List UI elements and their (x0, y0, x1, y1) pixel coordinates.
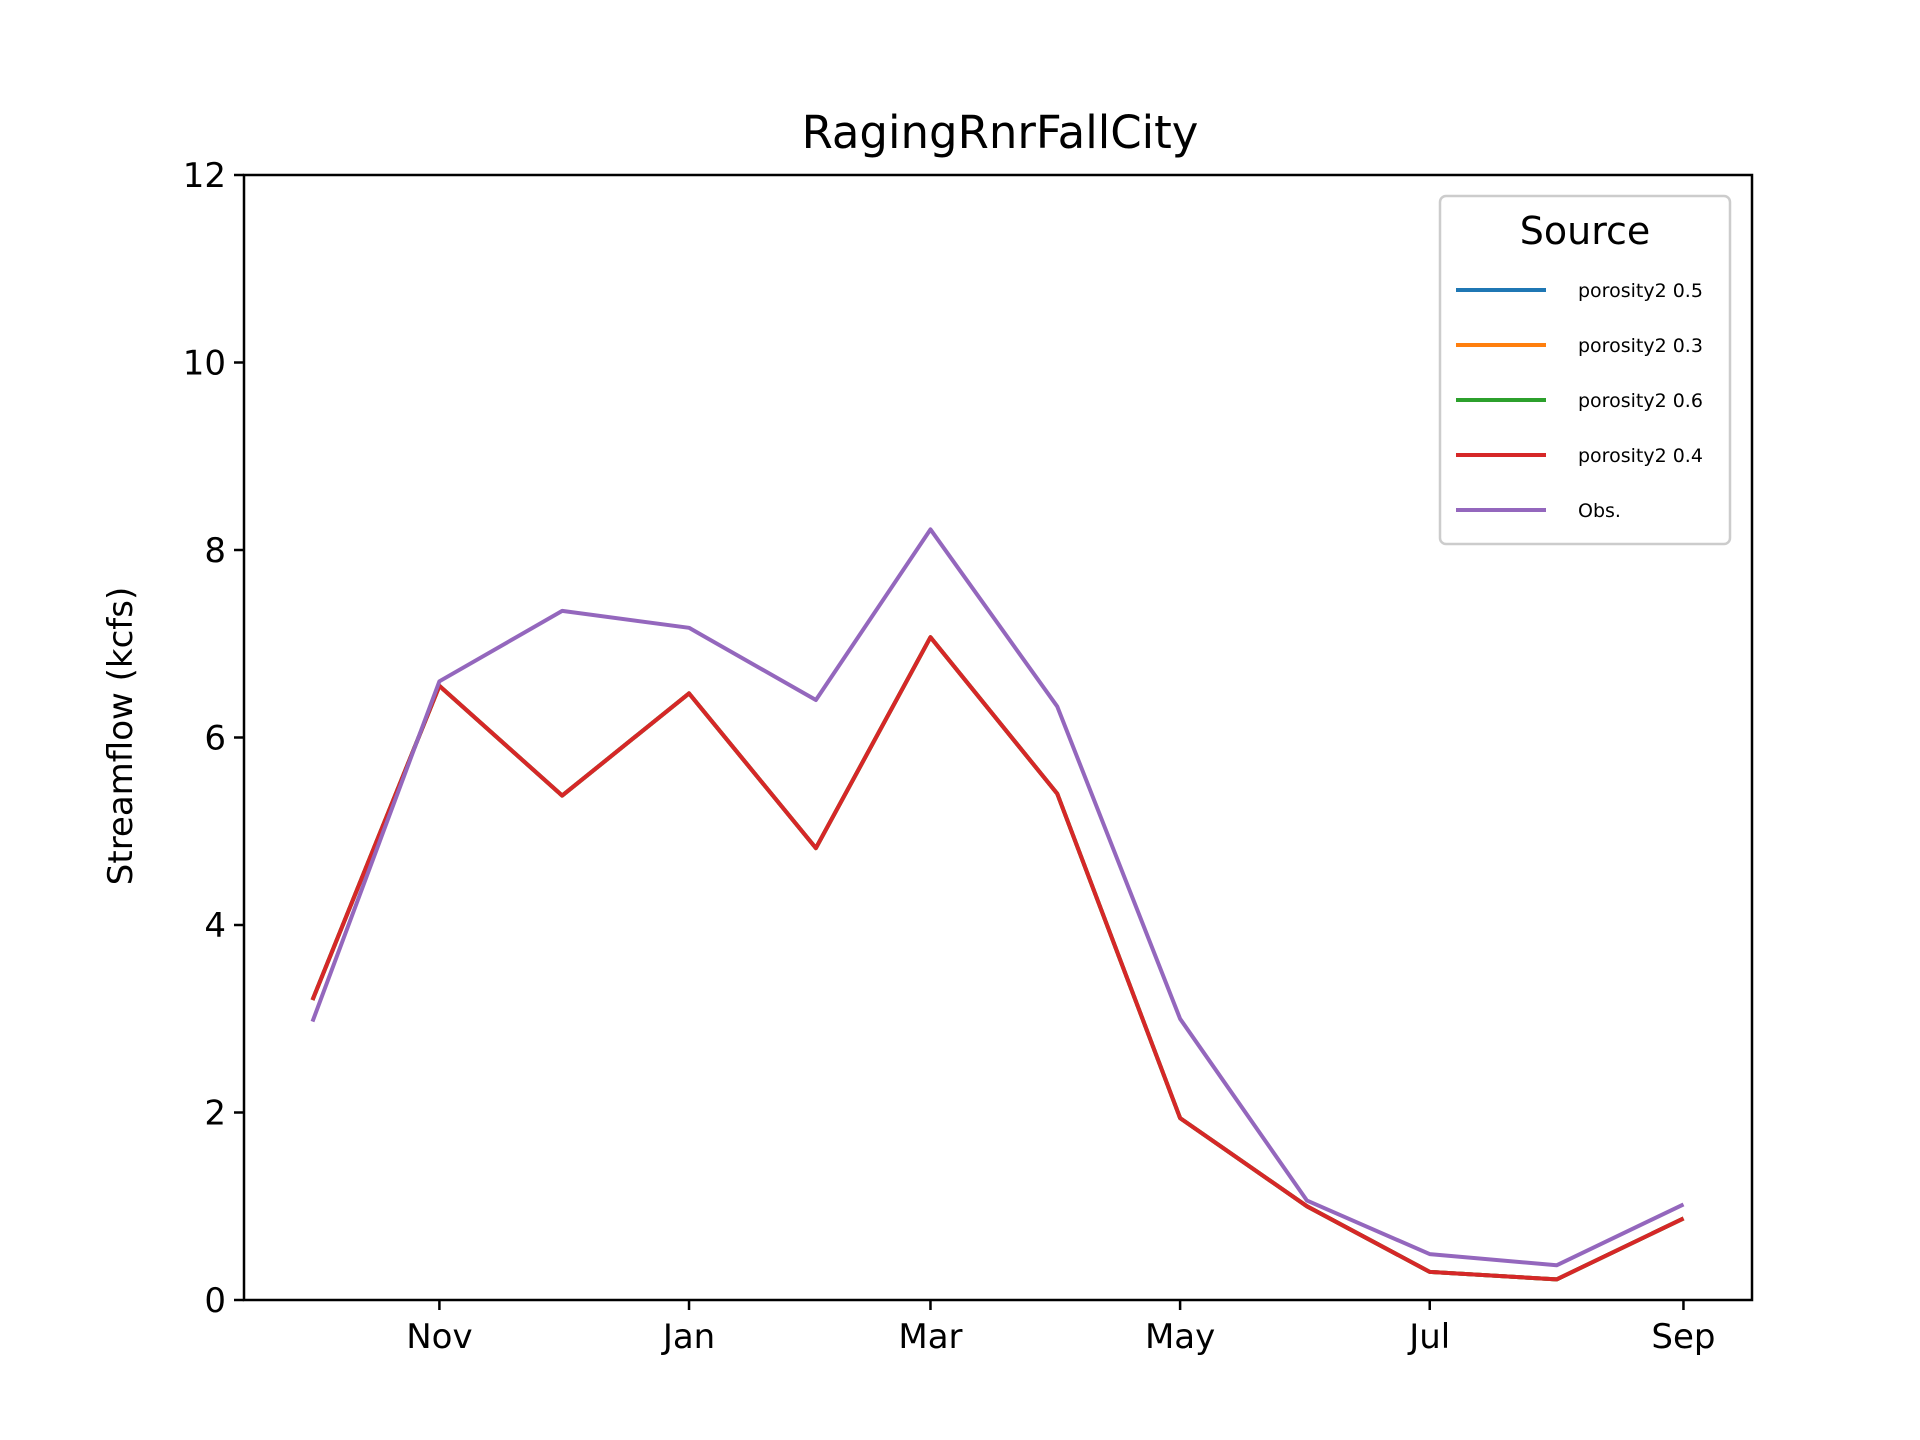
x-tick-label: Jul (1407, 1317, 1450, 1357)
y-tick-label: 6 (204, 719, 226, 759)
y-tick-label: 2 (204, 1094, 226, 1134)
series-line-porosity2-0-4 (310, 635, 1685, 1282)
series-line-obs (310, 527, 1685, 1268)
y-tick-label: 12 (183, 156, 226, 196)
y-axis: 0 2 4 6 8 10 12 (183, 156, 244, 1321)
y-tick-label: 8 (204, 531, 226, 571)
x-tick-label: Mar (898, 1317, 962, 1357)
x-tick-label: May (1145, 1317, 1215, 1357)
x-axis: Nov Jan Mar May Jul Sep (406, 1300, 1716, 1357)
legend-label: porosity2 0.4 (1578, 445, 1703, 467)
series-lines (310, 527, 1685, 1282)
y-tick-label: 10 (183, 344, 226, 384)
y-axis-label: Streamflow (kcfs) (101, 587, 141, 885)
legend-label: porosity2 0.5 (1578, 280, 1703, 302)
x-tick-label: Nov (406, 1317, 472, 1357)
legend-items: porosity2 0.5 porosity2 0.3 porosity2 0.6 p… (1456, 280, 1703, 522)
plot-frame (242, 173, 1754, 1302)
legend-label: porosity2 0.3 (1578, 335, 1703, 357)
chart-title: RagingRnrFallCity (802, 106, 1199, 159)
y-tick-label: 0 (204, 1281, 226, 1321)
legend-title: Source (1520, 209, 1651, 253)
legend-label: Obs. (1578, 500, 1621, 522)
x-tick-label: Jan (661, 1317, 715, 1357)
legend-label: porosity2 0.6 (1578, 390, 1703, 412)
x-tick-label: Sep (1651, 1317, 1715, 1357)
y-tick-label: 4 (204, 906, 226, 946)
